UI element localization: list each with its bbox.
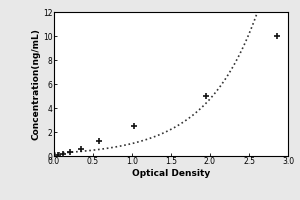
Y-axis label: Concentration(ng/mL): Concentration(ng/mL)	[31, 28, 40, 140]
X-axis label: Optical Density: Optical Density	[132, 169, 210, 178]
